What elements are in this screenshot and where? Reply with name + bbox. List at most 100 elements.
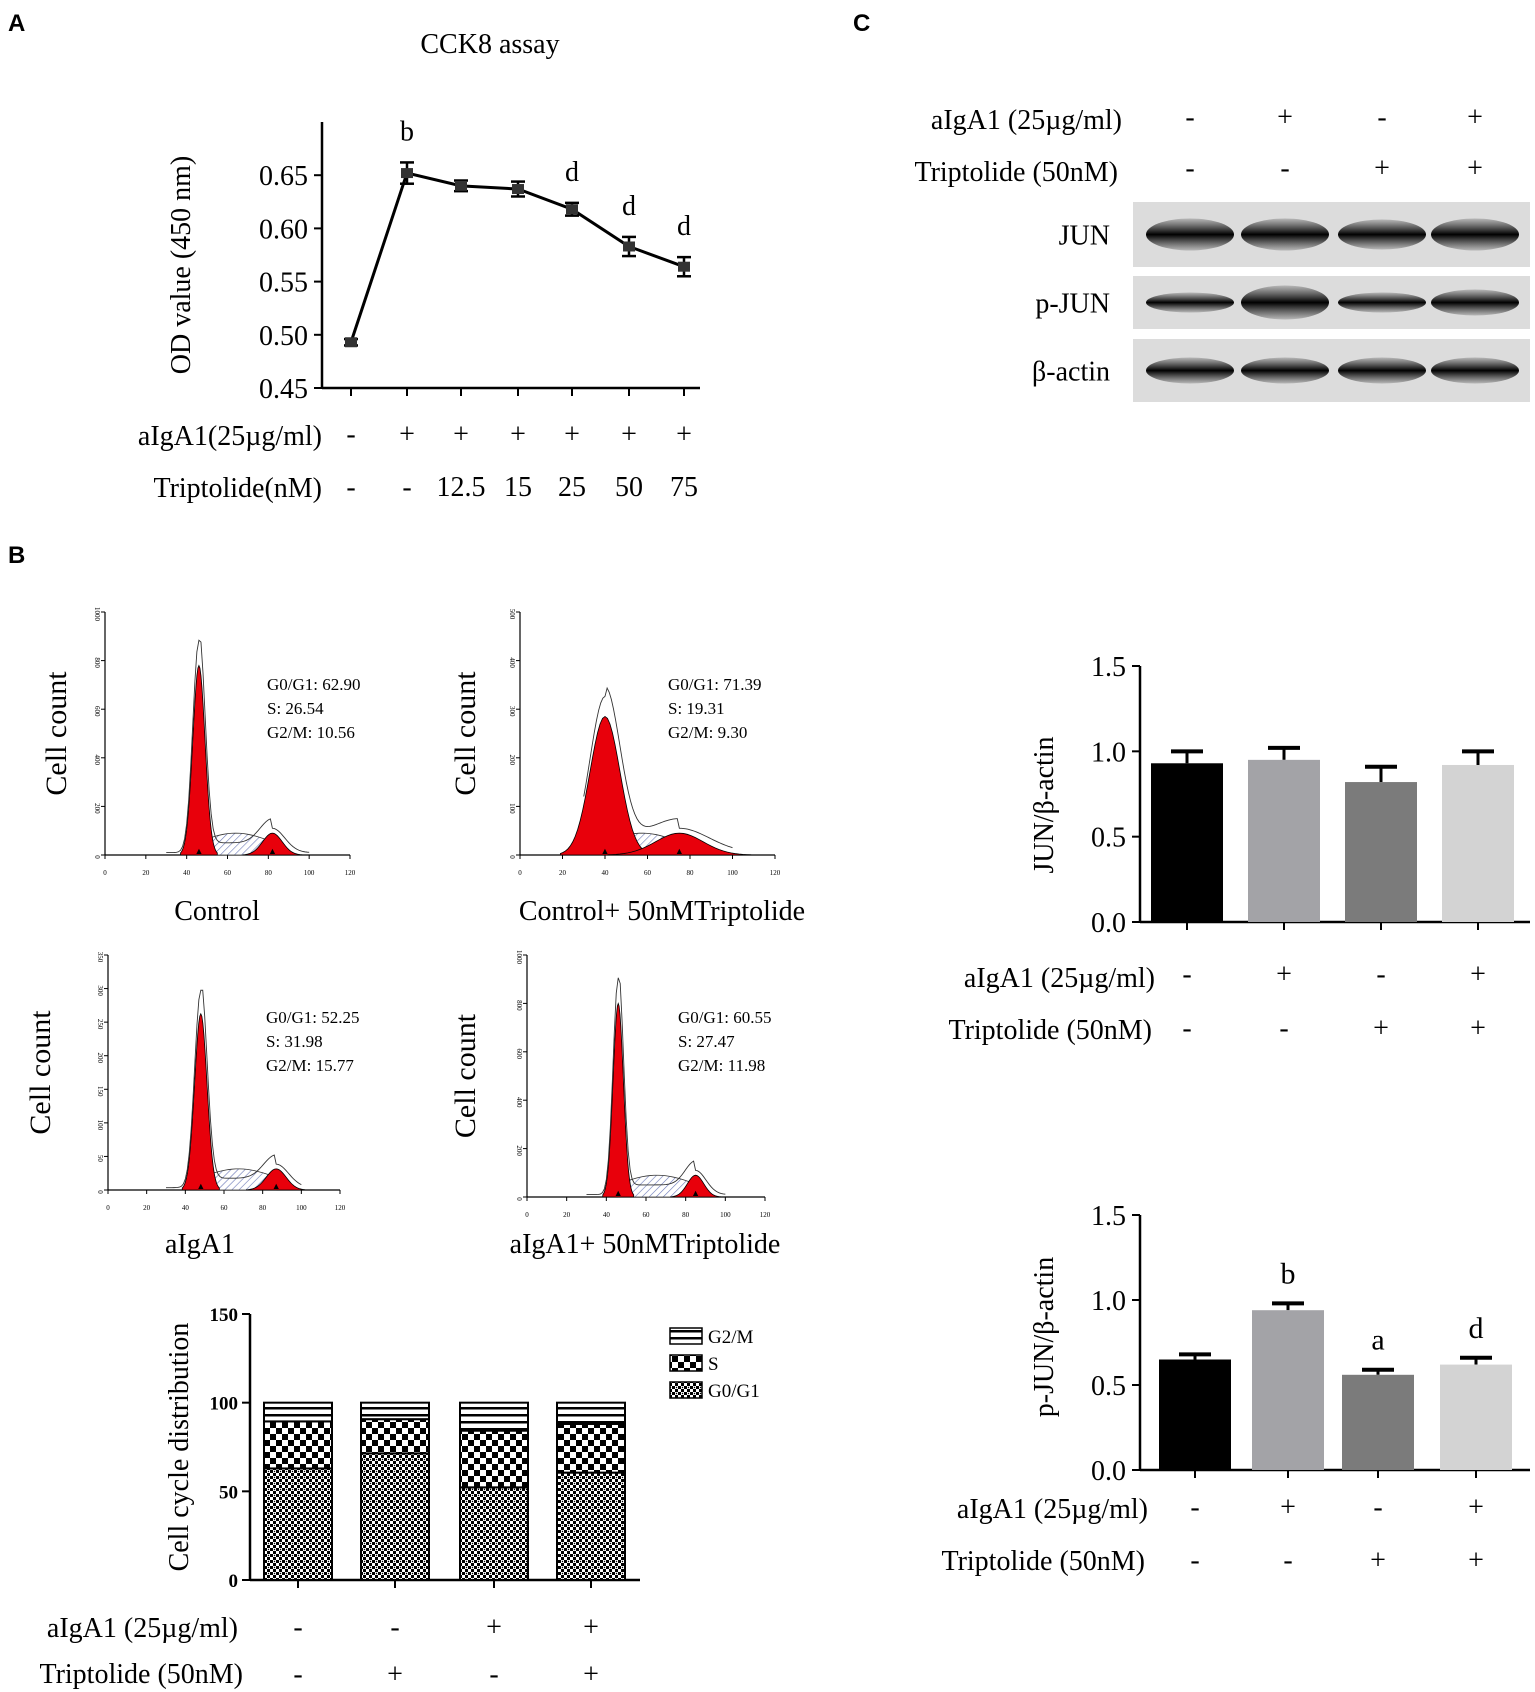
histogram-3-stat-0: G0/G1: 60.55 (678, 1008, 772, 1027)
blot-band-2-0 (1146, 357, 1234, 384)
histogram-2-x-tick-label-4: 80 (259, 1204, 267, 1212)
blot-strips: JUN p-JUN β-actin (1032, 202, 1530, 402)
jun-ylabel: JUN/β-actin (1029, 736, 1060, 873)
cell-cycle-aiga1-sign-3: + (583, 1612, 599, 1643)
histogram-3-g2-peak (670, 1174, 721, 1198)
pjun-aiga1-sign-3: + (1468, 1492, 1484, 1523)
cck8-x-axis (322, 386, 700, 396)
histogram-1-y-tick-label-0: 0 (508, 855, 516, 859)
pjun-triptolide-sign-0: - (1190, 1545, 1199, 1576)
cck8-y-tick-label-4: 0.65 (259, 161, 308, 192)
histogram-2-x-tick-label-1: 20 (143, 1204, 151, 1212)
blot-band-1-3 (1431, 289, 1519, 316)
panel-label-c: C (853, 10, 870, 37)
blot-label-0: JUN (1059, 221, 1110, 252)
cck8-row-label-triptolide: Triptolide(nM) (153, 473, 322, 504)
cell-cycle-bar-G0G1-0 (263, 1467, 333, 1581)
jun-triptolide-sign-2: + (1373, 1013, 1389, 1044)
pjun-triptolide-sign-2: + (1370, 1545, 1386, 1576)
blot-triptolide-sign-3: + (1467, 153, 1483, 184)
pjun-treatment-rows: - + - + - - + + (1190, 1492, 1484, 1576)
jun-plot: 0.0 0.5 1.0 1.5 (1091, 652, 1530, 939)
blot-band-0-0 (1146, 218, 1234, 251)
panel-label-b: B (8, 542, 25, 569)
jun-bar-3 (1442, 764, 1514, 922)
cell-cycle-triptolide-sign-0: - (293, 1659, 302, 1690)
histogram-3-stat-2: G2/M: 11.98 (678, 1056, 765, 1075)
histogram-3-x-tick-label-2: 40 (603, 1211, 611, 1219)
histogram-0-x-tick-label-6: 120 (345, 869, 356, 877)
histogram-2-y-tick-label-0: 0 (96, 1190, 104, 1194)
histogram-2-stat-2: G2/M: 15.77 (266, 1056, 354, 1075)
histogram-1-x-tick-label-0: 0 (518, 869, 522, 877)
histogram-1-ylabel: Cell count (449, 671, 482, 796)
histogram-1-stat-1: S: 19.31 (668, 699, 725, 718)
histogram-1-caption: Control+ 50nMTriptolide (519, 896, 805, 927)
blot-band-2-2 (1338, 357, 1426, 384)
histogram-0-y-tick-label-4: 800 (93, 657, 101, 668)
histogram-2-x-tick-label-3: 60 (221, 1204, 229, 1212)
cell-cycle-y-tick-label-2: 100 (210, 1394, 239, 1415)
histogram-2: 0 50 100 150 200 250 300 350 0 20 40 60 80 100 120 ▲ ▲ Ce… (24, 952, 360, 1260)
cell-cycle-y-tick-label-0: 0 (229, 1571, 239, 1592)
blot-band-2-3 (1431, 357, 1519, 384)
cck8-triptolide-sign-6: 75 (670, 472, 698, 503)
pjun-y-tick-label-1: 0.5 (1091, 1371, 1126, 1402)
histogram-0-y-tick-label-5: 1000 (93, 607, 101, 622)
histogram-3-x-tick-label-0: 0 (525, 1211, 529, 1219)
histogram-1-y-tick-label-3: 300 (508, 706, 516, 717)
histogram-3-g1-peak (602, 1002, 635, 1198)
cck8-triptolide-sign-2: 12.5 (437, 472, 486, 503)
blot-triptolide-sign-2: + (1374, 153, 1390, 184)
histogram-3-x-tick-label-5: 100 (720, 1211, 731, 1219)
cell-cycle-bar-G0G1-2 (459, 1486, 529, 1582)
histogram-0-y-tick-label-2: 400 (93, 755, 101, 766)
histogram-2-g2-marker: ▲ (272, 1181, 281, 1191)
jun-y-tick-label-2: 1.0 (1091, 737, 1126, 768)
histogram-2-g1-peak (181, 1012, 220, 1191)
blot-band-1-1 (1241, 285, 1329, 320)
jun-row-label-aiga1: aIgA1 (25µg/ml) (964, 963, 1155, 994)
histogram-1-g2-peak (607, 832, 752, 856)
pjun-ylabel: p-JUN/β-actin (1029, 1257, 1060, 1417)
histogram-1: 0 100 200 300 400 500 0 20 40 60 80 100 120 ▲ ▲ Cell co… (449, 609, 805, 927)
cck8-y-tick-label-0: 0.45 (259, 374, 308, 405)
histogram-0-stat-0: G0/G1: 62.90 (267, 675, 361, 694)
pjun-triptolide-sign-1: - (1283, 1545, 1292, 1576)
histogram-1-stat-2: G2/M: 9.30 (668, 723, 747, 742)
histogram-2-y-tick-label-5: 250 (96, 1019, 104, 1030)
pjun-y-tick-label-2: 1.0 (1091, 1286, 1126, 1317)
histogram-1-g1-marker: ▲ (601, 846, 610, 856)
histogram-3-caption: aIgA1+ 50nMTriptolide (510, 1229, 781, 1260)
pjun-triptolide-sign-3: + (1468, 1545, 1484, 1576)
cck8-title: CCK8 assay (420, 29, 559, 60)
pjun-y-tick-label-0: 0.0 (1091, 1456, 1126, 1487)
histogram-2-g2-peak (246, 1168, 306, 1191)
cck8-aiga1-sign-6: + (676, 419, 692, 450)
histogram-2-stat-0: G0/G1: 52.25 (266, 1008, 360, 1027)
histogram-1-y-tick-label-2: 200 (508, 755, 516, 766)
cck8-treatment-rows: - + + + + + +- -12.5 15 25 50 75 (346, 419, 698, 503)
cck8-y-tick-label-1: 0.50 (259, 321, 308, 352)
histogram-2-y-tick-label-3: 150 (96, 1086, 104, 1097)
histogram-0-x-tick-label-3: 60 (224, 869, 232, 877)
cell-cycle-chart: Cell cycle distribution 0 50 100 150 G2/M SG… (39, 1305, 759, 1690)
histogram-3-y-tick-label-2: 400 (515, 1097, 523, 1108)
blot-strip-2: β-actin (1032, 339, 1530, 402)
cell-cycle-legend-swatch-2 (669, 1381, 703, 1399)
cell-cycle-bar-S-1 (360, 1418, 430, 1455)
cck8-chart: CCK8 assay OD value (450 nm) 0.45 0.50 0.5… (138, 29, 700, 504)
cell-cycle-legend-swatch-1 (669, 1354, 703, 1372)
histogram-2-x-tick-label-6: 120 (335, 1204, 346, 1212)
cck8-point-6 (678, 261, 690, 272)
blot-aiga1-sign-2: - (1377, 102, 1386, 133)
histogram-0-g2-peak (242, 832, 303, 856)
histogram-2-g1-marker: ▲ (196, 1181, 205, 1191)
pjun-row-label-aiga1: aIgA1 (25µg/ml) (957, 1494, 1148, 1525)
cell-cycle-bar-G2M-2 (459, 1401, 529, 1432)
histogram-3-y-tick-label-4: 800 (515, 1000, 523, 1011)
cell-cycle-aiga1-sign-2: + (486, 1612, 502, 1643)
histogram-2-y-tick-label-1: 50 (96, 1155, 104, 1163)
pjun-aiga1-sign-1: + (1280, 1492, 1296, 1523)
cck8-point-5 (623, 241, 635, 252)
